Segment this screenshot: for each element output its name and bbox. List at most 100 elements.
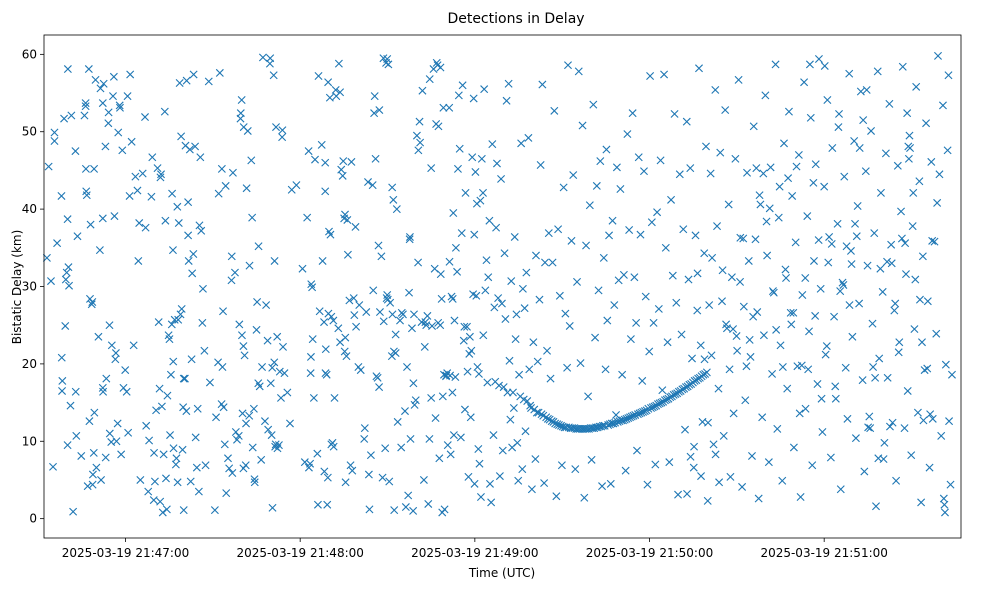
data-point [693, 306, 702, 315]
data-point [569, 171, 578, 180]
data-point [436, 270, 445, 279]
data-point [66, 401, 75, 410]
data-point [633, 446, 641, 455]
data-point [532, 408, 541, 417]
data-point [152, 406, 161, 415]
data-point [447, 292, 456, 301]
data-point [343, 250, 352, 259]
data-point [809, 178, 818, 187]
data-point [427, 164, 436, 173]
data-point [159, 450, 168, 459]
data-point [448, 388, 457, 397]
data-point [533, 357, 542, 366]
data-point [443, 441, 452, 450]
data-point [646, 72, 655, 81]
data-point [283, 388, 292, 397]
data-point [805, 327, 814, 336]
data-point [330, 393, 339, 402]
data-point [334, 59, 343, 68]
data-point [502, 96, 511, 105]
data-point [944, 71, 953, 80]
data-point [567, 236, 576, 245]
data-point [60, 114, 69, 123]
data-point [476, 492, 485, 501]
data-point [674, 387, 683, 396]
data-point [162, 505, 171, 514]
data-point [81, 102, 90, 111]
data-point [153, 164, 162, 173]
data-point [371, 154, 380, 163]
data-point [778, 362, 787, 371]
data-point [175, 78, 184, 87]
data-point [480, 85, 489, 94]
x-tick-label: 2025-03-19 21:49:00 [411, 546, 538, 560]
data-point [631, 410, 640, 419]
data-point [90, 408, 99, 417]
data-point [625, 226, 634, 234]
data-point [348, 466, 357, 475]
data-point [811, 311, 820, 320]
data-point [544, 229, 553, 238]
data-point [910, 325, 919, 334]
data-point [99, 79, 108, 88]
data-point [417, 318, 426, 327]
data-point [608, 216, 617, 225]
data-point [855, 299, 864, 308]
data-point [774, 213, 783, 222]
data-point [63, 441, 72, 450]
data-point [473, 362, 482, 371]
data-point [212, 413, 221, 422]
data-point [547, 417, 556, 426]
data-point [918, 252, 927, 261]
data-point [626, 335, 635, 344]
data-point [391, 349, 400, 358]
data-point [525, 365, 534, 374]
data-point [375, 383, 384, 392]
data-point [110, 212, 119, 221]
data-point [923, 297, 932, 306]
data-point [396, 316, 405, 325]
data-point [552, 492, 561, 501]
data-point [705, 301, 714, 310]
data-point [459, 336, 468, 345]
data-point [461, 188, 470, 197]
data-point [481, 286, 490, 295]
data-point [638, 376, 647, 385]
data-point [517, 139, 526, 148]
data-point [878, 287, 887, 296]
data-point [609, 419, 618, 428]
data-point [891, 299, 900, 308]
data-point [945, 417, 954, 426]
data-point [874, 454, 883, 463]
data-point [666, 393, 675, 402]
data-point [751, 235, 760, 244]
data-point [189, 70, 198, 79]
data-point [859, 116, 868, 125]
data-point [463, 367, 472, 376]
data-point [147, 192, 156, 201]
data-point [252, 325, 261, 334]
data-point [309, 393, 318, 402]
data-point [662, 395, 671, 404]
data-point [323, 500, 332, 509]
data-point [845, 69, 854, 78]
data-point [192, 463, 201, 472]
data-point [241, 461, 250, 470]
data-point [831, 382, 840, 391]
data-point [754, 494, 763, 503]
data-point [365, 505, 374, 514]
data-point [485, 479, 494, 488]
data-point [71, 147, 80, 156]
data-point [314, 72, 323, 81]
data-point [439, 103, 448, 112]
data-point [172, 454, 181, 463]
data-point [780, 139, 788, 148]
data-point [741, 396, 750, 405]
data-point [347, 157, 356, 166]
y-tick-label: 50 [22, 125, 37, 139]
data-point [325, 93, 334, 102]
data-point [98, 383, 107, 392]
data-point [242, 419, 251, 428]
data-point [571, 465, 580, 474]
data-point [169, 444, 178, 453]
